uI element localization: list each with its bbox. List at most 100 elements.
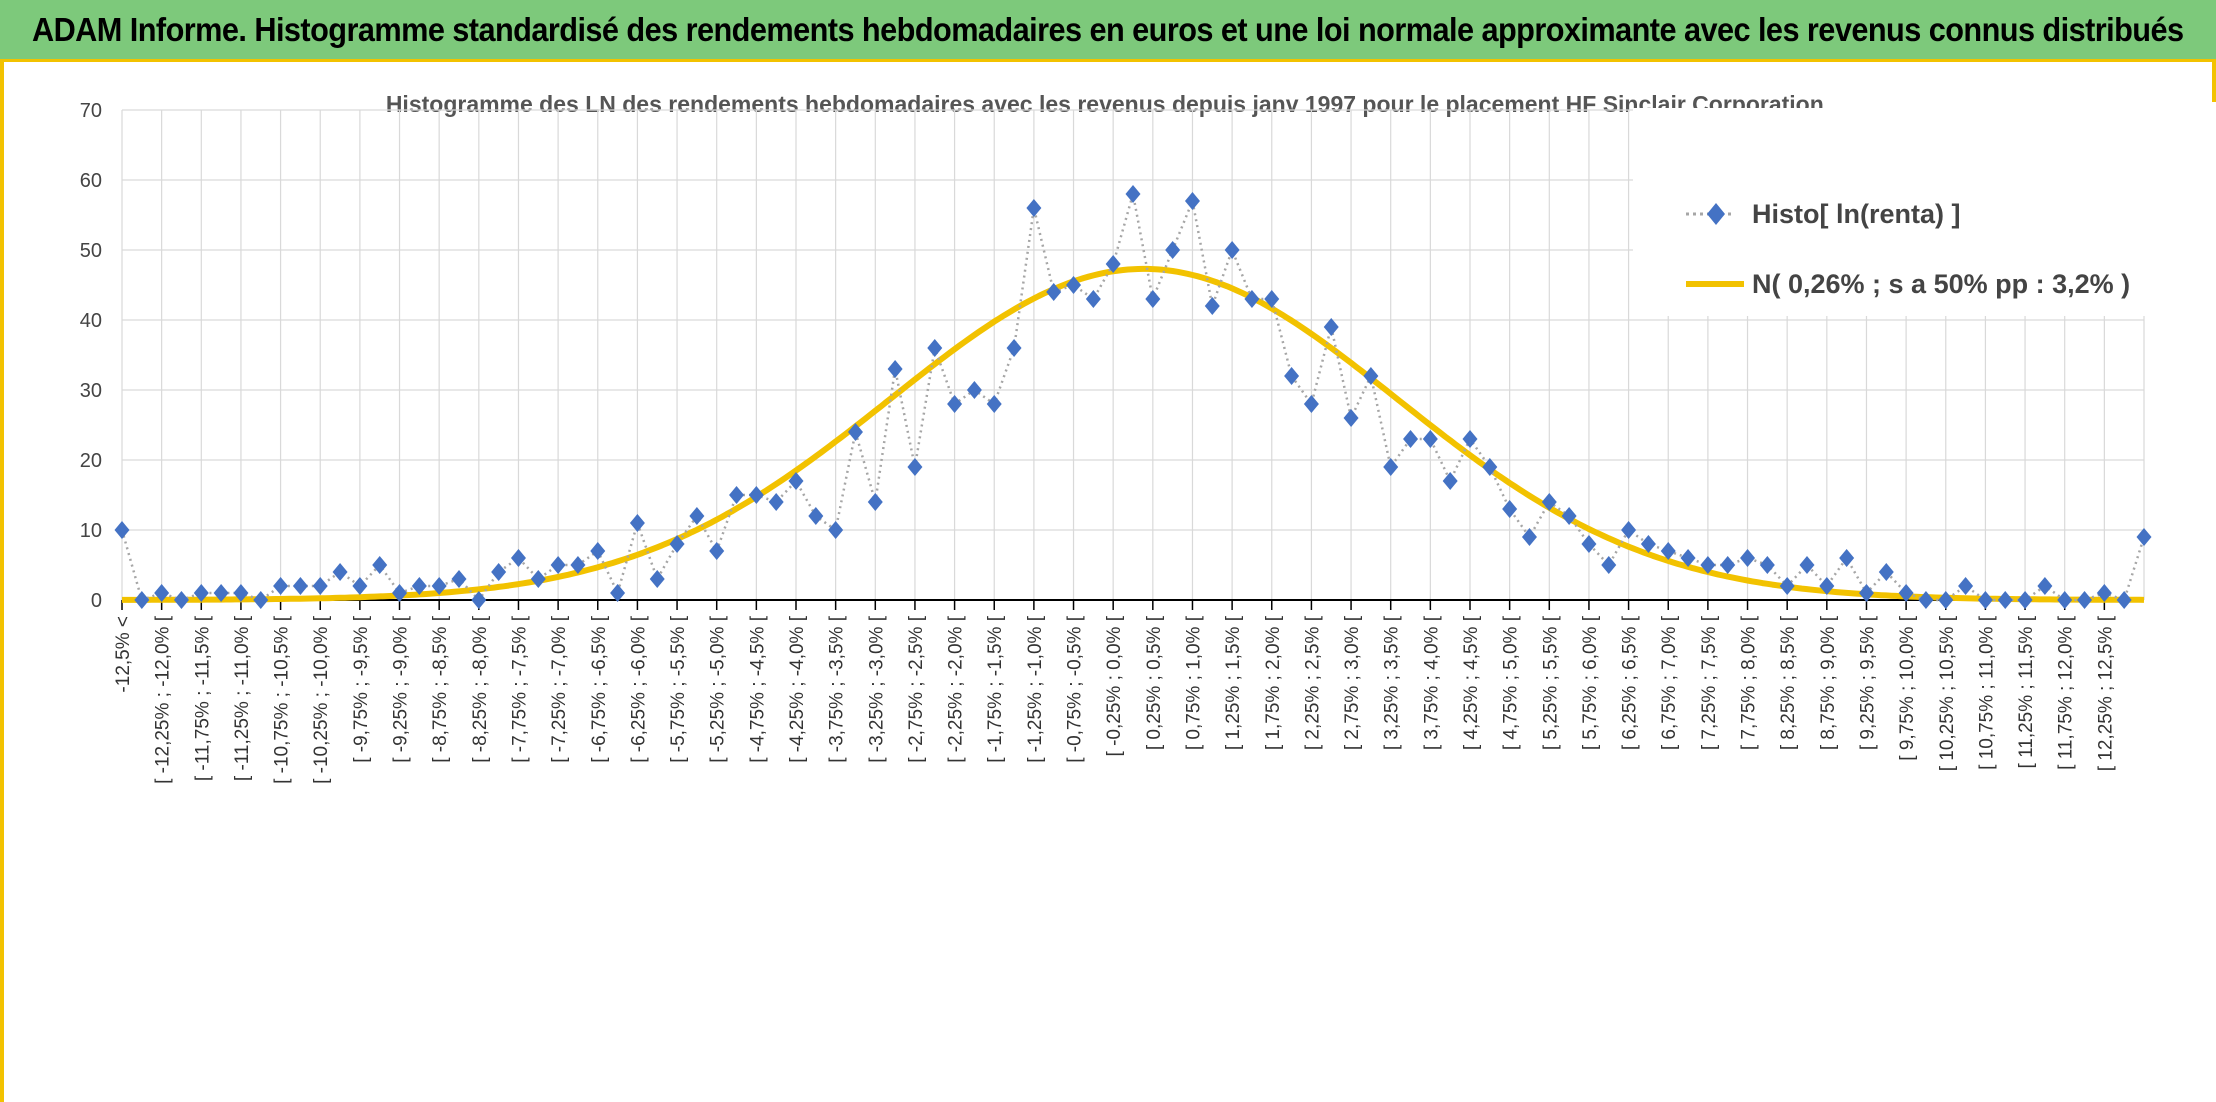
histogram-point: [1482, 458, 1498, 476]
y-axis: 0 10 20 30 40 50 60 70: [80, 100, 102, 612]
x-tick-label: [ 10,75% ; 11,0% [: [1976, 615, 1997, 770]
histogram-point: [233, 584, 249, 602]
x-tick-label: [ 7,25% ; 7,5% [: [1699, 615, 1720, 750]
histogram-point: [1244, 290, 1260, 308]
histogram-point: [1026, 199, 1042, 217]
histogram-point: [1680, 549, 1696, 567]
histogram-point: [312, 577, 328, 595]
histogram-point: [154, 584, 170, 602]
histogram-point: [927, 339, 943, 357]
histogram-point: [1403, 430, 1419, 448]
x-tick-label: [ -2,25% ; -2,0% [: [946, 615, 967, 763]
histogram-point: [2037, 577, 2053, 595]
histogram-point: [669, 535, 685, 553]
y-tick-label: 60: [80, 170, 102, 192]
histogram-point: [173, 591, 189, 609]
histogram-point: [1343, 409, 1359, 427]
y-tick-label: 50: [80, 240, 102, 262]
histogram-point: [372, 556, 388, 574]
histogram-series: [114, 185, 2152, 609]
histogram-point: [1997, 591, 2013, 609]
histogram-point: [847, 423, 863, 441]
histogram-point: [828, 521, 844, 539]
x-tick-label: [ -8,25% ; -8,0% [: [470, 615, 491, 763]
x-tick-label: [ 4,25% ; 4,5% [: [1461, 615, 1482, 750]
histogram-point: [867, 493, 883, 511]
y-tick-label: 20: [80, 450, 102, 472]
histogram-point: [530, 570, 546, 588]
histogram-point: [1105, 255, 1121, 273]
histogram-point: [2077, 591, 2093, 609]
histogram-point: [590, 542, 606, 560]
histogram-point: [570, 556, 586, 574]
x-tick-label: [ -7,25% ; -7,0% [: [549, 615, 570, 763]
histogram-point: [1839, 549, 1855, 567]
histogram-point: [1521, 528, 1537, 546]
y-tick-label: 40: [80, 310, 102, 332]
histogram-point: [689, 507, 705, 525]
histogram-point: [1819, 577, 1835, 595]
chart-legend: Histo[ ln(renta) ] N( 0,26% ; s a 50% pp…: [1633, 108, 2193, 316]
histogram-point: [1264, 290, 1280, 308]
y-tick-label: 0: [91, 590, 102, 612]
x-tick-label: [ -6,25% ; -6,0% [: [628, 615, 649, 763]
histogram-point: [729, 486, 745, 504]
x-tick-label: [ 1,25% ; 1,5% [: [1223, 615, 1244, 750]
histogram-point: [2057, 591, 2073, 609]
histogram-point: [1621, 521, 1637, 539]
histogram-point: [1046, 283, 1062, 301]
x-tick-label: [ 5,25% ; 5,5% [: [1540, 615, 1561, 750]
histogram-point: [431, 577, 447, 595]
x-tick-label: [ 4,75% ; 5,0% [: [1501, 615, 1522, 750]
histogram-point: [193, 584, 209, 602]
x-tick-label: [ -4,75% ; -4,5% [: [747, 615, 768, 763]
histogram-point: [2116, 591, 2132, 609]
x-tick-label: [ -8,75% ; -8,5% [: [430, 615, 451, 763]
histogram-point: [1383, 458, 1399, 476]
x-tick-label: [ -0,25% ; 0,0% [: [1104, 615, 1125, 756]
histogram-point: [1323, 318, 1339, 336]
x-tick-label: [ 2,25% ; 2,5% [: [1302, 615, 1323, 750]
y-tick-label: 70: [80, 100, 102, 122]
histogram-point: [1898, 584, 1914, 602]
x-tick-label: [ 11,75% ; 12,0% [: [2056, 615, 2077, 770]
histogram-point: [1958, 577, 1974, 595]
histogram-point: [253, 591, 269, 609]
x-tick-label: [ 0,25% ; 0,5% [: [1144, 615, 1165, 750]
x-tick-label: [ -5,25% ; -5,0% [: [708, 615, 729, 763]
histogram-point: [1640, 535, 1656, 553]
report-banner: ADAM Informe. Histogramme standardisé de…: [0, 0, 2216, 62]
histogram-point: [947, 395, 963, 413]
report-title: ADAM Informe. Histogramme standardisé de…: [32, 10, 2184, 48]
x-tick-label: [ 3,25% ; 3,5% [: [1382, 615, 1403, 750]
x-tick-label: [ 8,75% ; 9,0% [: [1818, 615, 1839, 750]
x-tick-label: [ -4,25% ; -4,0% [: [787, 615, 808, 763]
histogram-point: [392, 584, 408, 602]
histogram-point: [1799, 556, 1815, 574]
histogram-point: [411, 577, 427, 595]
histogram-point: [1462, 430, 1478, 448]
histogram-point: [1422, 430, 1438, 448]
x-tick-label: [ -1,25% ; -1,0% [: [1025, 615, 1046, 763]
histogram-point: [1660, 542, 1676, 560]
histogram-point: [1601, 556, 1617, 574]
frame-right-edge: [2212, 62, 2216, 102]
histogram-point: [1938, 591, 1954, 609]
histogram-point: [1977, 591, 1993, 609]
x-tick-label: [ -2,75% ; -2,5% [: [906, 615, 927, 763]
x-tick-label: [ -3,75% ; -3,5% [: [827, 615, 848, 763]
histogram-point: [1085, 290, 1101, 308]
histogram-point: [1561, 507, 1577, 525]
x-tick-label: [ -9,75% ; -9,5% [: [351, 615, 372, 763]
histogram-point: [1502, 500, 1518, 518]
histogram-point: [491, 563, 507, 581]
x-tick-label: [ -11,75% ; -11,5% [: [192, 615, 213, 781]
x-tick-label: -12,5% <: [113, 616, 134, 693]
normal-curve-series: [122, 265, 2145, 603]
histogram-point: [332, 563, 348, 581]
histogram-point: [788, 472, 804, 490]
x-tick-label: [ 0,75% ; 1,0% [: [1183, 615, 1204, 750]
x-tick-label: [ -5,75% ; -5,5% [: [668, 615, 689, 763]
histogram-point: [907, 458, 923, 476]
x-tick-label: [ 6,75% ; 7,0% [: [1659, 615, 1680, 750]
